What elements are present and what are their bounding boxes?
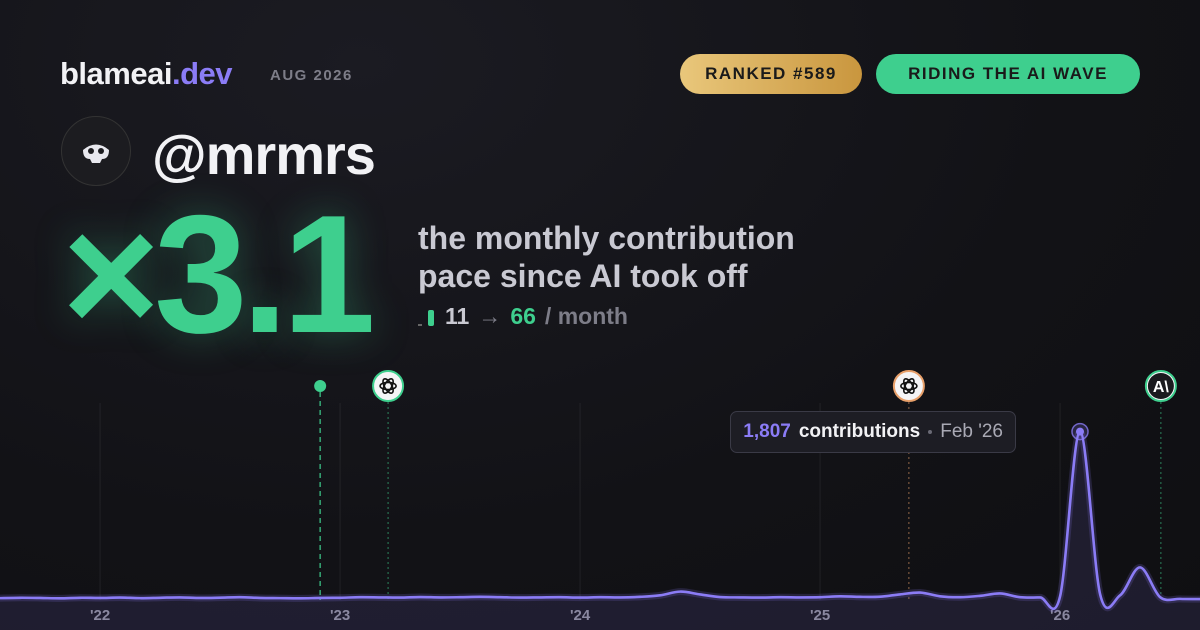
brand-accent: .dev [171,56,233,91]
period: AUG 2026 [270,67,353,84]
area [0,431,1200,630]
description: pace since AI took off [418,258,748,294]
openai-logo [903,378,915,394]
x-tick-label: '23 [330,607,350,624]
pace-arrow: → [478,303,502,329]
separator [928,430,933,434]
line [0,430,1200,611]
tooltip-value: 1,807 [743,421,791,442]
openai-logo [382,378,394,394]
x-tick-label: '22 [90,607,110,624]
brand-main: blameai [60,56,172,91]
avatar-icon [83,144,109,163]
event-dot [314,380,327,392]
event-icon [372,370,405,402]
pace-stat: 11 → 66 / month [418,303,628,330]
anthropic-logo: A\ [1153,379,1170,396]
x-tick-label: '26 [1050,607,1070,624]
x-tick-label: '24 [570,607,591,624]
avatar [61,116,131,186]
openai-logo [900,381,918,391]
brand[interactable]: blameai.dev [60,56,232,92]
status-badge: RIDING THE AI WAVE [876,54,1140,94]
rank-badge: RANKED #589 [680,54,862,94]
description: the monthly contribution [418,220,795,256]
tooltip-date: Feb '26 [940,421,1003,442]
user-handle: @mrmrs [152,123,376,186]
multiplier: ×3.1 [62,180,376,368]
pace-after: 66 [510,303,536,329]
event-icon [892,370,925,402]
pace-icon [418,309,434,326]
peak-dot [1076,427,1084,436]
pace-unit: / month [544,303,628,329]
line-glow [0,428,1200,613]
openai-logo [382,378,394,394]
openai-logo [379,381,397,391]
tooltip-text: contributions [798,421,921,442]
pace-before: 11 [445,303,470,329]
tooltip: 1,807 contributions Feb '26 [730,411,1016,453]
event-icon-bg [1147,373,1174,399]
x-tick-label: '25 [810,607,830,624]
openai-logo [903,378,915,394]
